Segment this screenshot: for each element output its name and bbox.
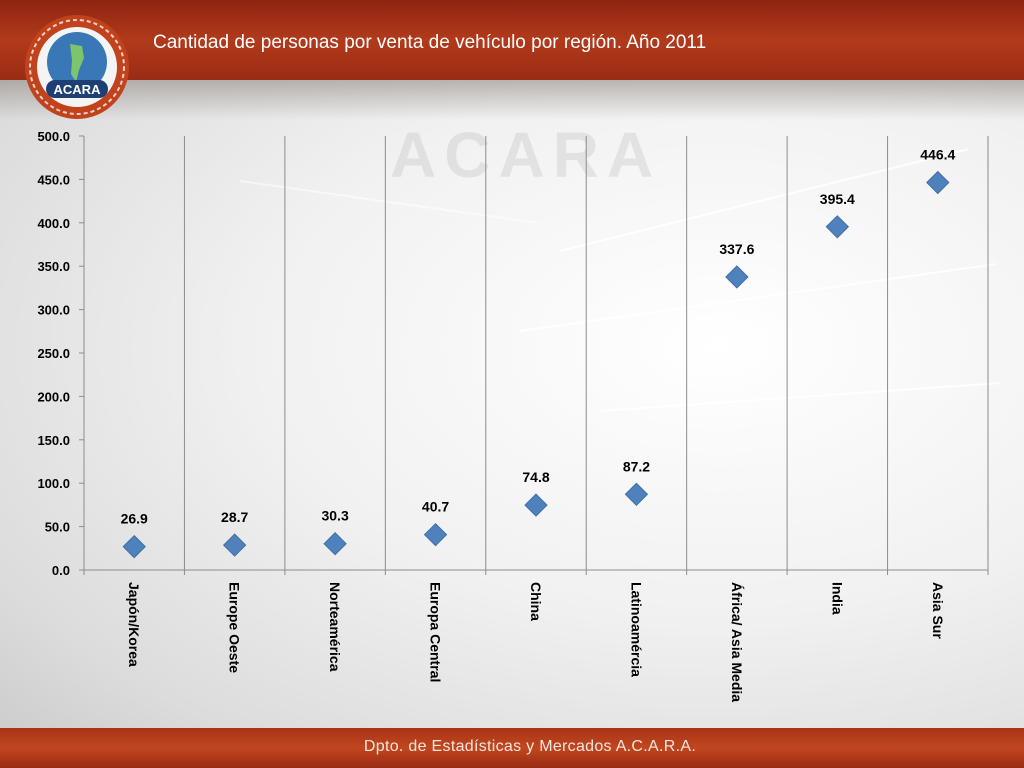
x-category-label: África/ Asia Media — [729, 582, 745, 702]
header-shadow — [0, 80, 1024, 120]
footer-bar: Dpto. de Estadísticas y Mercados A.C.A.R… — [0, 728, 1024, 768]
y-tick-label: 0.0 — [52, 563, 70, 578]
x-category-label: Norteamérica — [327, 582, 343, 672]
data-label: 30.3 — [321, 508, 348, 524]
y-tick-label: 200.0 — [37, 389, 70, 404]
data-point — [122, 534, 146, 559]
x-category-label: Asia Sur — [930, 582, 946, 639]
background-watermark: ACARA — [390, 119, 662, 191]
y-tick-label: 250.0 — [37, 346, 70, 361]
y-tick-label: 500.0 — [37, 129, 70, 144]
data-label: 87.2 — [623, 458, 650, 474]
logo-text: ACARA — [54, 82, 102, 97]
y-tick-label: 50.0 — [45, 520, 70, 535]
data-point — [524, 493, 548, 517]
footer-text: Dpto. de Estadísticas y Mercados A.C.A.R… — [363, 738, 697, 755]
data-label: 26.9 — [121, 511, 148, 527]
data-point — [624, 482, 649, 507]
data-label: 74.8 — [522, 469, 549, 485]
acara-logo: ACARA — [25, 15, 129, 119]
data-point — [222, 533, 247, 557]
data-point — [423, 522, 448, 547]
data-point — [926, 170, 950, 195]
y-tick-label: 350.0 — [37, 259, 70, 274]
y-tick-label: 100.0 — [37, 476, 70, 491]
x-category-label: India — [829, 582, 845, 615]
x-category-label: China — [528, 582, 544, 621]
y-tick-label: 400.0 — [37, 216, 70, 231]
data-point — [725, 265, 749, 289]
x-category-label: Japón/Korea — [126, 582, 142, 667]
data-label: 28.7 — [221, 509, 248, 525]
data-label: 337.6 — [719, 241, 754, 257]
y-tick-label: 150.0 — [37, 433, 70, 448]
data-label: 446.4 — [920, 147, 955, 163]
y-tick-label: 300.0 — [37, 303, 70, 318]
header-bar — [0, 0, 1024, 80]
data-point — [323, 531, 347, 556]
data-label: 40.7 — [422, 499, 449, 515]
x-category-label: Europe Oeste — [227, 582, 243, 673]
x-category-label: Europa Central — [428, 582, 444, 682]
x-category-label: Latinoamércia — [628, 582, 644, 677]
page-title: Cantidad de personas por venta de vehícu… — [153, 32, 707, 53]
y-tick-label: 450.0 — [37, 172, 70, 187]
data-point — [825, 215, 850, 239]
data-label: 395.4 — [820, 191, 855, 207]
